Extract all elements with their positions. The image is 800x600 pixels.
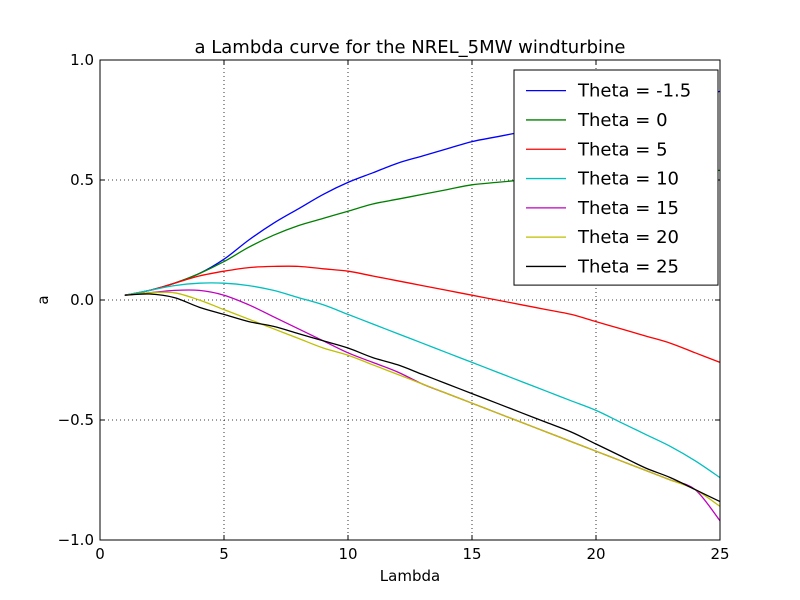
- y-tick-label: −0.5: [58, 411, 94, 429]
- series-line-5: [124, 291, 721, 507]
- x-tick-label: 15: [462, 545, 481, 563]
- x-axis-label: Lambda: [380, 567, 440, 585]
- x-tick-label: 20: [586, 545, 605, 563]
- series-line-2: [124, 265, 721, 364]
- legend-label-0: Theta = -1.5: [577, 81, 691, 102]
- legend-label-3: Theta = 10: [577, 169, 679, 190]
- legend-label-2: Theta = 5: [577, 139, 668, 160]
- legend-label-6: Theta = 25: [577, 256, 679, 277]
- legend: Theta = -1.5 Theta = 0 Theta = 5 Theta = 10…: [513, 69, 719, 286]
- x-tick-label: 25: [710, 545, 729, 563]
- series-line-6: [124, 293, 721, 503]
- y-tick-label: 1.0: [70, 51, 94, 69]
- y-tick-label: −1.0: [58, 531, 94, 549]
- axis-ticks: 0 5 10 15 20 25 −1.0 −0.5 0.0 0.5 1.0: [58, 51, 730, 563]
- x-tick-label: 5: [219, 545, 229, 563]
- series-line-3: [124, 282, 721, 479]
- legend-label-5: Theta = 20: [577, 227, 679, 248]
- legend-label-4: Theta = 15: [577, 198, 679, 219]
- plot-frame: [99, 59, 721, 541]
- x-tick-label: 10: [338, 545, 357, 563]
- legend-label-1: Theta = 0: [577, 110, 668, 131]
- y-tick-label: 0.5: [70, 171, 94, 189]
- chart-title: a Lambda curve for the NREL_5MW windturb…: [194, 37, 625, 58]
- y-axis-label: a: [34, 295, 52, 304]
- legend-box: [513, 69, 719, 286]
- y-tick-label: 0.0: [70, 291, 94, 309]
- x-tick-label: 0: [95, 545, 105, 563]
